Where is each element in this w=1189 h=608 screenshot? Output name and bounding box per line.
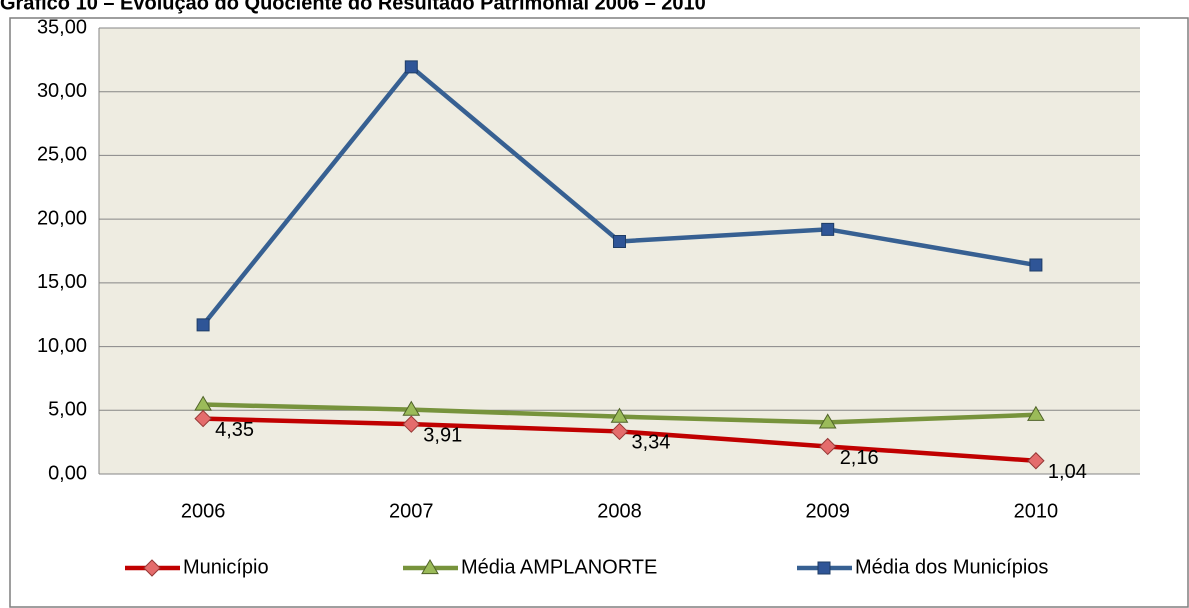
marker bbox=[818, 437, 837, 456]
marker bbox=[404, 60, 418, 74]
marker bbox=[821, 222, 835, 236]
marker bbox=[421, 559, 439, 575]
marker bbox=[402, 400, 421, 416]
data-label: 3,91 bbox=[423, 424, 462, 446]
x-tick-label: 2010 bbox=[1014, 500, 1059, 522]
marker bbox=[818, 413, 837, 429]
y-tick-label: 35,00 bbox=[37, 16, 87, 38]
data-label: 4,35 bbox=[215, 419, 254, 441]
x-tick-label: 2006 bbox=[181, 500, 226, 522]
marker bbox=[1027, 452, 1045, 470]
y-tick-label: 5,00 bbox=[48, 399, 87, 421]
legend-label: Média AMPLANORTE bbox=[461, 556, 657, 578]
marker bbox=[196, 318, 210, 332]
chart-title: Gráfico 10 – Evolução do Quociente do Re… bbox=[0, 0, 706, 14]
y-tick-label: 0,00 bbox=[48, 462, 87, 484]
data-label: 3,34 bbox=[632, 432, 671, 454]
x-tick-label: 2007 bbox=[389, 500, 434, 522]
marker bbox=[1027, 405, 1045, 421]
x-tick-label: 2009 bbox=[805, 500, 850, 522]
marker bbox=[143, 559, 161, 577]
marker bbox=[613, 234, 626, 248]
marker bbox=[1029, 258, 1043, 272]
marker bbox=[610, 422, 629, 441]
x-tick-label: 2008 bbox=[597, 500, 642, 522]
y-tick-label: 15,00 bbox=[37, 271, 87, 293]
y-tick-label: 10,00 bbox=[37, 335, 87, 357]
y-tick-label: 30,00 bbox=[37, 80, 87, 102]
marker bbox=[610, 407, 629, 423]
legend-label: Média dos Municípios bbox=[855, 556, 1048, 578]
data-label: 1,04 bbox=[1048, 461, 1087, 483]
marker bbox=[817, 561, 831, 575]
y-tick-label: 25,00 bbox=[37, 144, 87, 166]
marker bbox=[402, 415, 421, 433]
y-tick-label: 20,00 bbox=[37, 207, 87, 229]
legend-label: Município bbox=[183, 556, 269, 578]
data-label: 2,16 bbox=[840, 447, 879, 469]
marker bbox=[194, 409, 212, 428]
